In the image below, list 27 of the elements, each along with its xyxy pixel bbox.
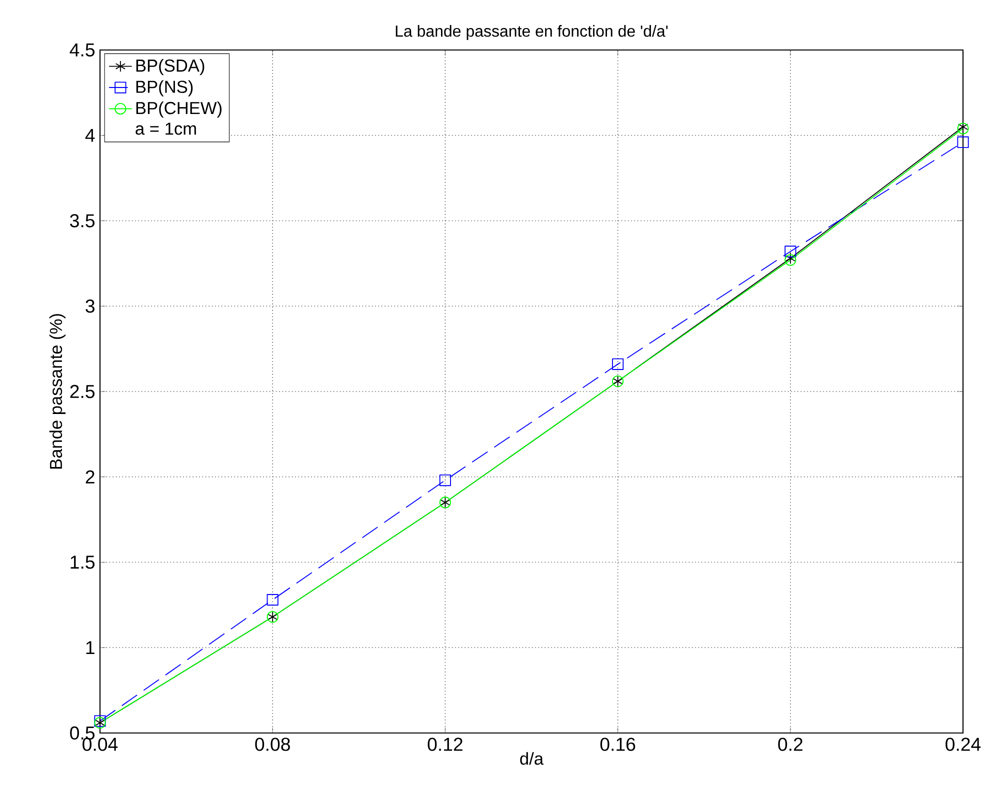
x-tick-label: 0.04 <box>82 738 118 751</box>
y-tick-label: 4 <box>85 128 95 142</box>
y-tick-label: 4.5 <box>70 43 95 57</box>
y-tick-label: 3 <box>86 299 94 313</box>
point <box>957 136 969 148</box>
legend-label: BP(NS) <box>136 80 193 96</box>
point <box>266 594 278 606</box>
y-tick-label: 0.5 <box>70 726 95 740</box>
point <box>439 474 452 486</box>
chart-title: La bande passante en fonction de 'd/a' <box>396 25 668 40</box>
x-axis-title: d/a <box>520 752 544 765</box>
legend-label: BP(CHEW) <box>136 101 222 118</box>
point <box>612 358 624 370</box>
x-tick-label: 0.2 <box>778 738 802 751</box>
x-tick-label: 0.12 <box>428 738 462 751</box>
y-tick-label: 1.5 <box>70 556 95 569</box>
legend-label: BP(SDA) <box>136 59 204 76</box>
y-tick-label: 3.5 <box>70 214 95 228</box>
x-tick-label: 0.08 <box>255 738 290 751</box>
x-tick-label: 0.24 <box>946 738 981 751</box>
y-tick-label: 2 <box>86 470 94 484</box>
x-tick-label: 0.16 <box>600 738 636 751</box>
y-tick-label: 2.5 <box>70 384 95 398</box>
annotation: a = 1cm <box>136 122 196 135</box>
point <box>784 246 796 258</box>
y-axis-title: Bande passante (%) <box>49 314 66 469</box>
y-tick-label: 1 <box>86 641 94 654</box>
